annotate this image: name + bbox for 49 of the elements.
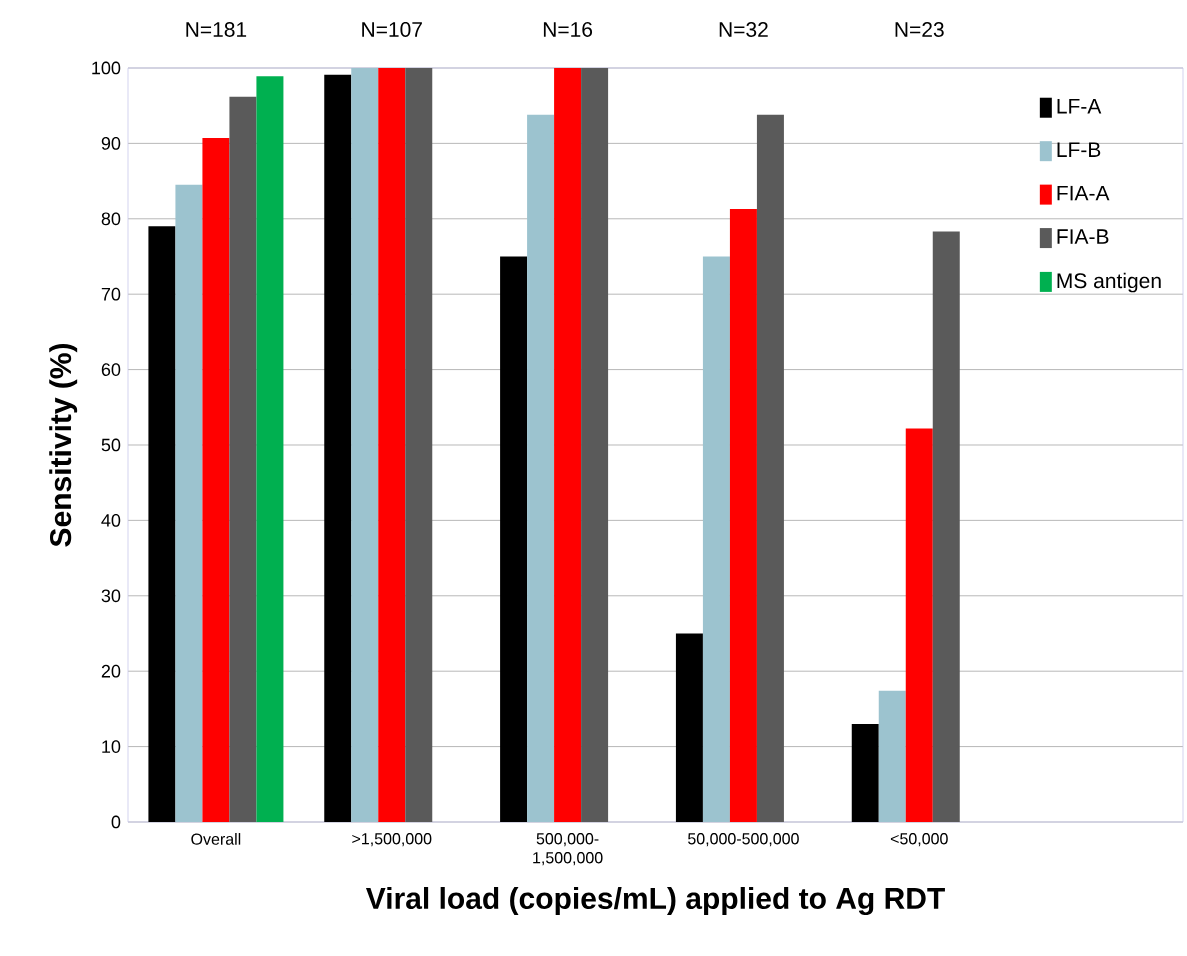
y-axis-title: Sensitivity (%) [49, 343, 78, 547]
y-tick-label: 80 [101, 212, 121, 226]
x-tick-label: >1,500,000 [352, 833, 432, 847]
bar [202, 138, 230, 822]
bar [229, 96, 257, 822]
x-tick-label: <50,000 [890, 833, 948, 847]
bar [905, 428, 933, 822]
text: N=32 [719, 22, 768, 37]
bar [851, 723, 879, 822]
bar [756, 114, 784, 822]
y-tick-label: 20 [101, 664, 121, 678]
x-tick-label: Overall [191, 833, 241, 845]
text: N=107 [362, 22, 422, 37]
y-tick-label: 10 [102, 740, 121, 753]
bar [702, 256, 730, 822]
bar [324, 74, 352, 822]
text: N=23 [895, 22, 944, 37]
legend-label: LF-B [1057, 142, 1101, 157]
bar [148, 226, 176, 822]
x-tick-label: 500,000-1,500,000 [533, 833, 603, 866]
bar [378, 67, 406, 822]
y-tick-label: 30 [101, 589, 121, 603]
bar [675, 633, 703, 822]
bar [729, 208, 757, 822]
legend-label: FIA-B [1057, 229, 1109, 244]
legend-label: FIA-A [1057, 185, 1110, 201]
x-tick-label: 50,000-500,000 [688, 833, 799, 847]
y-tick-label: 100 [92, 61, 121, 75]
bar [878, 690, 906, 822]
text: N=181 [186, 22, 247, 37]
text: N=16 [543, 22, 593, 37]
legend-label: LF-A [1057, 99, 1102, 114]
bar [256, 76, 284, 822]
y-tick-label: 40 [101, 514, 121, 527]
y-tick-label: 0 [111, 815, 121, 829]
bar [581, 67, 609, 822]
legend-label: MS antigen [1057, 272, 1161, 293]
y-tick-label: 90 [101, 137, 121, 150]
bar [932, 231, 960, 822]
x-axis-title: Viral load (copies/mL) applied to Ag RDT [365, 887, 945, 916]
bar [500, 256, 528, 822]
y-tick-label: 60 [101, 363, 121, 376]
bar [175, 184, 203, 822]
bar [405, 67, 433, 822]
y-tick-label: 50 [101, 438, 121, 452]
bar [527, 114, 555, 822]
bar [351, 67, 379, 822]
bar [554, 67, 582, 822]
y-tick-label: 70 [101, 287, 121, 301]
